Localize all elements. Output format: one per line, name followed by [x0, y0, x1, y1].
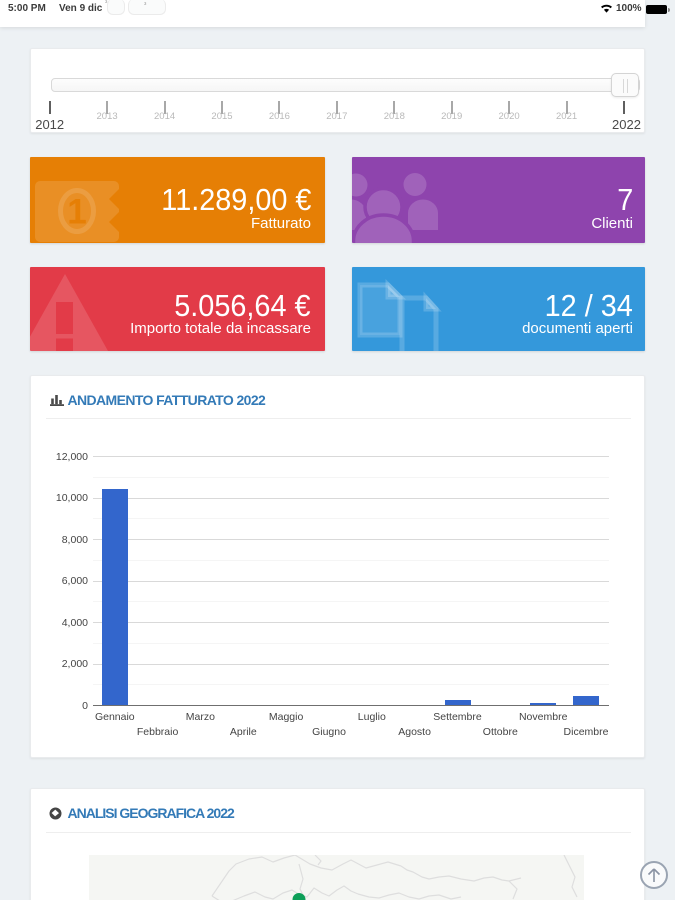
- svg-text:1: 1: [67, 193, 86, 232]
